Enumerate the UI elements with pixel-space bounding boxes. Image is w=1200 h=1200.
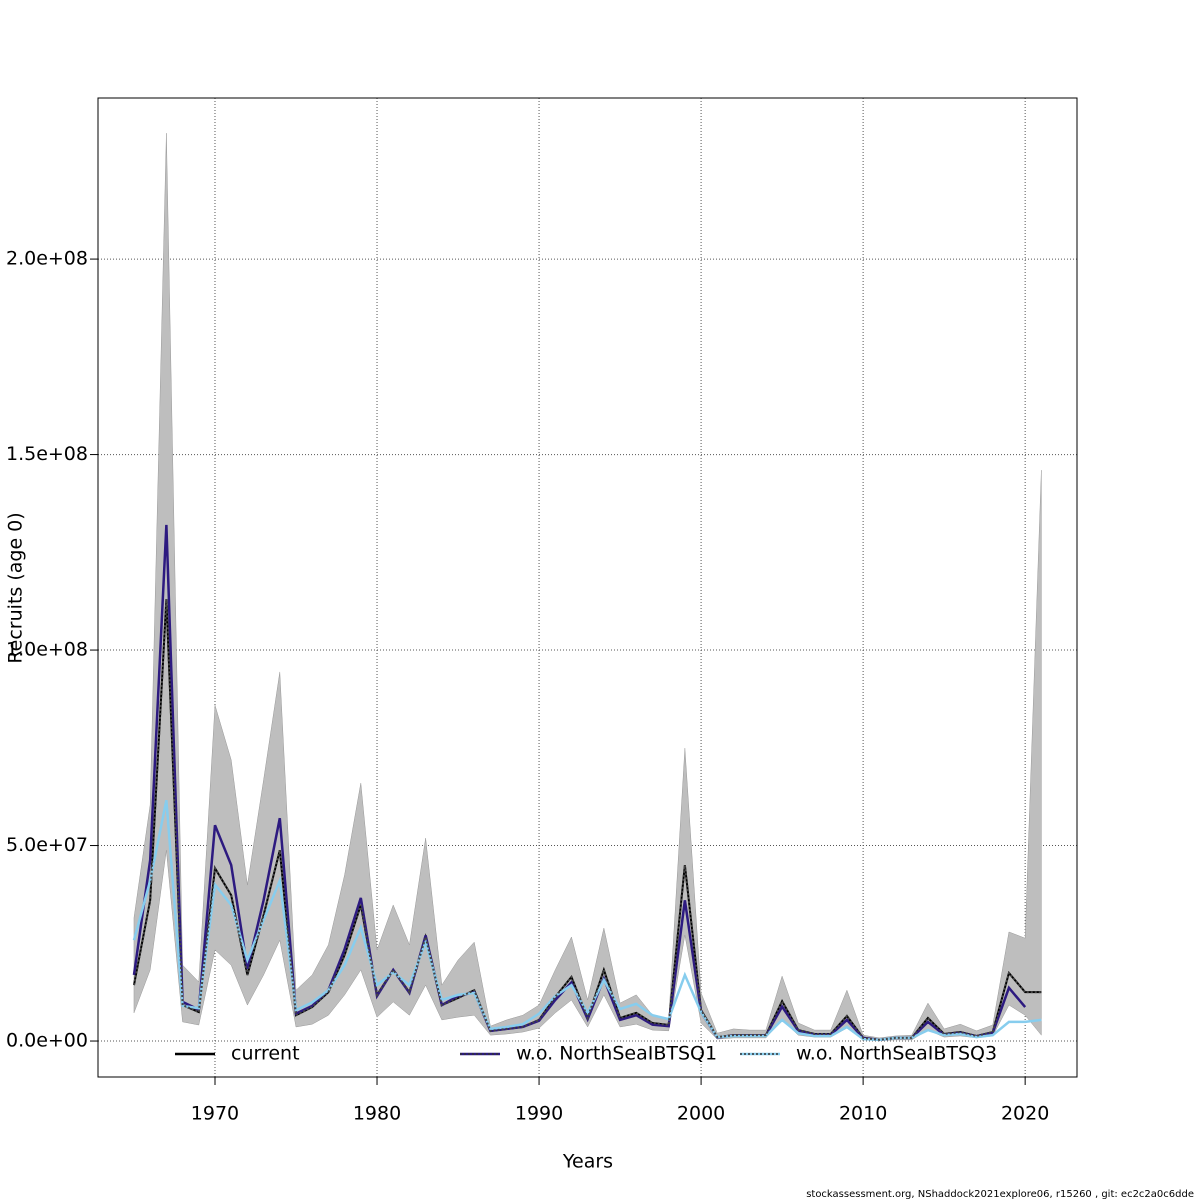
y-tick-label: 0.0e+00: [6, 1030, 88, 1052]
x-tick-label: 1990: [515, 1103, 563, 1125]
x-tick-label: 2020: [1001, 1103, 1049, 1125]
confidence-band: [133, 133, 1042, 1041]
legend-label: current: [231, 1043, 300, 1065]
x-tick-label: 1980: [353, 1103, 401, 1125]
x-axis-label: Years: [562, 1151, 613, 1173]
y-tick-label: 1.5e+08: [6, 443, 88, 465]
y-tick-label: 2.0e+08: [6, 248, 88, 270]
x-tick-label: 2000: [677, 1103, 725, 1125]
legend-label: w.o. NorthSeaIBTSQ3: [796, 1043, 997, 1065]
y-tick-label: 1.0e+08: [6, 639, 88, 661]
plot-frame: [97, 97, 1078, 1078]
y-axis-label: Recruits (age 0): [5, 512, 27, 663]
x-tick-label: 1970: [191, 1103, 239, 1125]
series-overlay: [132, 599, 1042, 1041]
footer: stockassessment.org, NShaddock2021explor…: [806, 1189, 1194, 1200]
legend-label: w.o. NorthSeaIBTSQ1: [516, 1043, 717, 1065]
x-tick-label: 2010: [839, 1103, 887, 1125]
y-tick-label: 5.0e+07: [6, 834, 88, 856]
